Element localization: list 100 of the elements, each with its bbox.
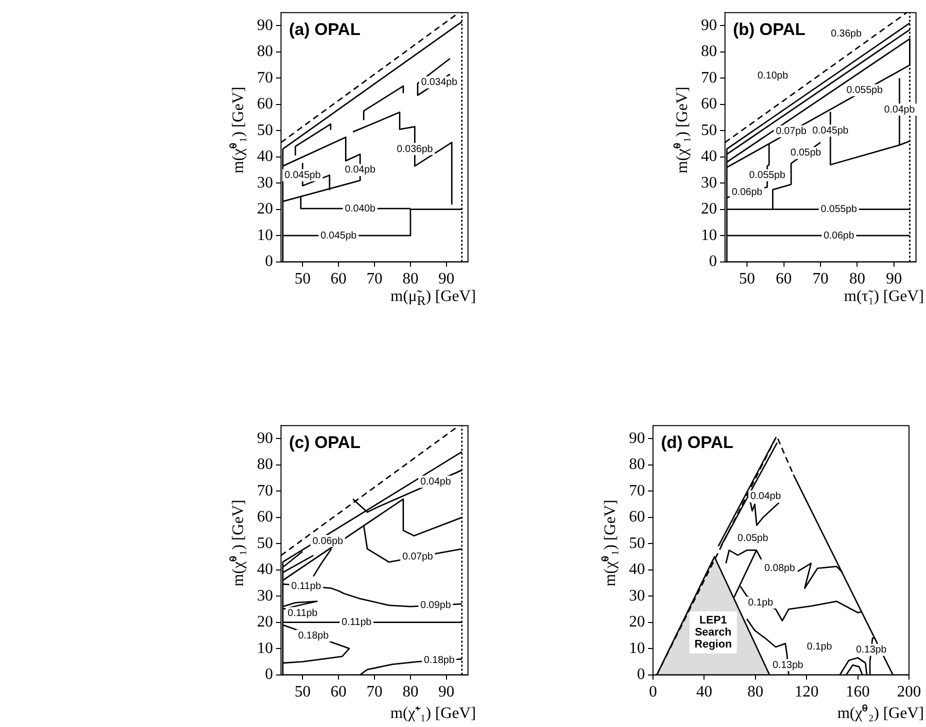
x-tick-label: 200 — [897, 684, 921, 701]
annotation: 0.045pb — [320, 230, 358, 242]
y-tick-label: 50 — [629, 534, 645, 552]
y-tick-label: 70 — [257, 69, 273, 86]
annotation: 0.18pb — [424, 655, 455, 666]
x-tick-label: 0 — [649, 684, 657, 701]
y-tick-label: 0 — [265, 666, 273, 684]
y-tick-label: 50 — [701, 122, 717, 139]
annotation: 0.04pb — [884, 104, 916, 116]
annotation: 0.045pb — [284, 170, 322, 181]
x-tick-label: 80 — [849, 270, 866, 288]
y-axis-title: m(χ̃⁰₁) [GeV] — [228, 500, 248, 586]
x-tick-label: 70 — [366, 270, 382, 288]
y-tick-label: 50 — [257, 534, 273, 552]
y-tick-label: 60 — [257, 96, 273, 113]
y-tick-label: 90 — [257, 16, 273, 34]
y-axis-title: m(χ̃⁰₁) [GeV] — [228, 86, 248, 174]
annotation: 0.18pb — [298, 630, 330, 642]
x-tick-label: 60 — [330, 684, 347, 701]
annotation: 0.055pb — [820, 204, 858, 216]
x-axis-title: m(χ̃⁺₁) [GeV] — [390, 704, 476, 723]
y-tick-label: 80 — [257, 456, 273, 474]
annotation: 0.04pb — [420, 476, 452, 488]
y-tick-label: 20 — [629, 614, 645, 631]
y-tick-label: 0 — [265, 253, 273, 270]
y-tick-label: 10 — [629, 640, 645, 657]
y-tick-label: 60 — [629, 508, 645, 526]
x-axis-title: m(χ̃⁰₂) [GeV] — [837, 703, 924, 723]
y-tick-label: 40 — [257, 148, 273, 166]
y-tick-label: 10 — [257, 226, 273, 244]
y-tick-label: 30 — [257, 587, 273, 604]
x-tick-label: 80 — [402, 684, 418, 701]
x-axis-title: m(μ̃$_{R}$) [GeV] — [390, 288, 476, 310]
annotation: 0.055pb — [749, 170, 786, 181]
annotation: 0.040b — [344, 203, 376, 214]
x-tick-label: 50 — [294, 270, 311, 288]
annotation: 0.1pb — [806, 642, 832, 653]
y-tick-label: 70 — [701, 69, 717, 86]
annotation: 0.09pb — [420, 600, 452, 612]
chart-title: (c) OPAL — [289, 432, 360, 452]
x-tick-label: 50 — [294, 684, 311, 701]
x-tick-label: 60 — [330, 270, 347, 288]
y-tick-label: 40 — [629, 561, 645, 578]
annotation: 0.036pb — [396, 144, 434, 155]
y-tick-label: 60 — [257, 508, 273, 526]
x-tick-label: 90 — [438, 684, 454, 701]
annotation: 0.36pb — [830, 28, 862, 40]
annotation: 0.04pb — [750, 491, 782, 502]
y-tick-label: 80 — [629, 456, 645, 474]
y-tick-label: 0 — [637, 666, 645, 684]
x-tick-label: 70 — [366, 684, 382, 701]
annotation: 0.05pb — [790, 148, 822, 159]
x-tick-label: 120 — [794, 684, 819, 701]
x-tick-label: 70 — [812, 270, 828, 288]
y-tick-label: 20 — [257, 614, 273, 631]
y-tick-label: 0 — [709, 253, 717, 270]
annotation: 0.10pb — [757, 70, 788, 82]
annotation: 0.13pb — [856, 644, 887, 656]
annotation: 0.11pb — [288, 608, 318, 619]
y-tick-label: 30 — [701, 174, 717, 192]
annotation: 0.11pb — [342, 617, 372, 628]
y-tick-label: 90 — [629, 430, 645, 447]
chart-title: (a) OPAL — [289, 20, 360, 39]
annotation: 0.045pb — [812, 125, 849, 136]
annotation: 0.04pb — [344, 164, 376, 176]
x-tick-label: 60 — [776, 270, 792, 288]
chart-title: (b) OPAL — [733, 20, 806, 39]
x-tick-label: 50 — [739, 270, 756, 288]
x-axis-title: m(τ̃₁) [GeV] — [844, 288, 924, 306]
annotation: 0.08pb — [764, 563, 796, 574]
y-tick-label: 40 — [701, 148, 717, 166]
annotation: 0.06pb — [824, 230, 855, 242]
y-tick-label: 20 — [257, 200, 273, 218]
y-tick-label: 90 — [701, 16, 717, 34]
y-tick-label: 60 — [701, 96, 717, 113]
y-tick-label: 20 — [701, 200, 717, 218]
y-tick-label: 80 — [701, 43, 717, 60]
annotation: 0.07pb — [402, 552, 434, 563]
annotation: 0.055pb — [846, 84, 884, 96]
annotation: 0.06pb — [732, 187, 763, 198]
y-tick-label: 10 — [257, 640, 273, 657]
y-tick-label: 80 — [257, 43, 273, 60]
annotation: LEP1 Search Region — [694, 614, 732, 650]
annotation: 0.13pb — [772, 660, 804, 671]
x-tick-label: 80 — [402, 270, 418, 288]
y-tick-label: 50 — [257, 122, 273, 139]
x-tick-label: 160 — [846, 684, 870, 701]
y-axis-title: m(χ̃⁰₁) [GeV] — [600, 500, 620, 586]
y-tick-label: 70 — [629, 482, 645, 500]
annotation: 0.034pb — [421, 77, 458, 88]
y-tick-label: 40 — [257, 561, 273, 578]
y-tick-label: 30 — [629, 587, 645, 604]
annotation: 0.11pb — [291, 580, 322, 592]
y-tick-label: 30 — [257, 174, 273, 192]
y-tick-label: 70 — [257, 482, 273, 500]
x-tick-label: 80 — [747, 684, 764, 701]
x-tick-label: 90 — [438, 270, 454, 288]
y-axis-title: m(χ̃⁰₁) [GeV] — [672, 86, 692, 174]
annotation: 0.06pb — [312, 536, 344, 547]
annotation: 0.07pb — [776, 126, 807, 138]
